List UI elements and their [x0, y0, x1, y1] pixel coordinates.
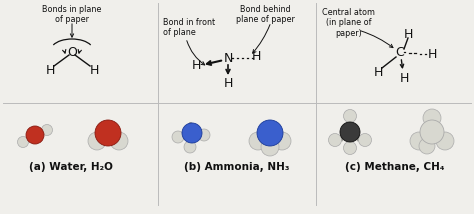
Circle shape	[110, 132, 128, 150]
Circle shape	[184, 141, 196, 153]
Circle shape	[261, 138, 279, 156]
Text: N: N	[223, 52, 233, 64]
Text: (c) Methane, CH₄: (c) Methane, CH₄	[346, 162, 445, 172]
Circle shape	[344, 141, 356, 155]
Circle shape	[172, 131, 184, 143]
Circle shape	[358, 134, 372, 147]
Text: Central atom
(in plane of
paper): Central atom (in plane of paper)	[322, 8, 375, 38]
Text: H: H	[428, 48, 437, 61]
Circle shape	[95, 120, 121, 146]
Circle shape	[419, 138, 435, 154]
Text: H: H	[374, 65, 383, 79]
Circle shape	[436, 132, 454, 150]
Text: H: H	[223, 76, 233, 89]
Circle shape	[340, 122, 360, 142]
Circle shape	[26, 126, 44, 144]
Circle shape	[344, 110, 356, 122]
Text: H: H	[403, 28, 413, 40]
Text: H: H	[46, 64, 55, 76]
Circle shape	[182, 123, 202, 143]
Text: H: H	[191, 58, 201, 71]
Circle shape	[18, 137, 28, 147]
Circle shape	[249, 132, 267, 150]
Circle shape	[88, 132, 106, 150]
Text: Bonds in plane
of paper: Bonds in plane of paper	[42, 5, 102, 24]
Circle shape	[410, 132, 428, 150]
Text: H: H	[251, 49, 261, 62]
Circle shape	[198, 129, 210, 141]
Circle shape	[423, 109, 441, 127]
Circle shape	[257, 120, 283, 146]
Text: H: H	[399, 71, 409, 85]
Text: Bond behind
plane of paper: Bond behind plane of paper	[236, 5, 294, 24]
Text: H: H	[89, 64, 99, 76]
Text: O: O	[67, 46, 77, 58]
Text: Bond in front
of plane: Bond in front of plane	[163, 18, 215, 37]
Circle shape	[420, 120, 444, 144]
Circle shape	[42, 125, 53, 135]
Circle shape	[328, 134, 341, 147]
Text: C: C	[396, 46, 404, 58]
Text: (a) Water, H₂O: (a) Water, H₂O	[29, 162, 113, 172]
Text: (b) Ammonia, NH₃: (b) Ammonia, NH₃	[184, 162, 290, 172]
Circle shape	[273, 132, 291, 150]
